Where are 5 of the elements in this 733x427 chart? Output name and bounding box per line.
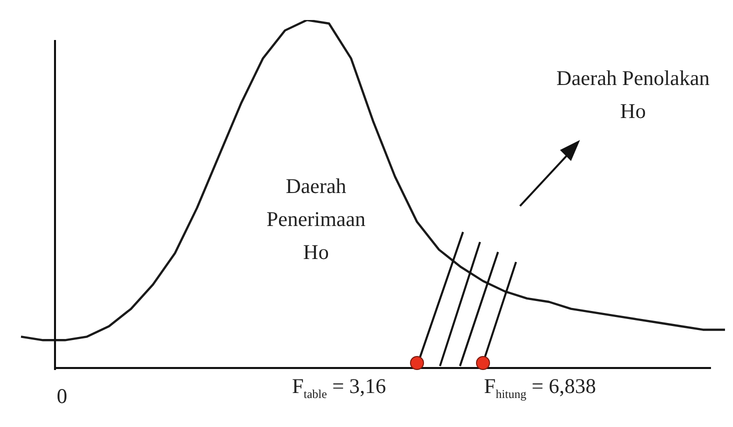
annotation: Daerah Penolakan Ho (555, 65, 711, 125)
text: F$_{table}$ = 3,16 (292, 373, 386, 404)
text: 0 (56, 383, 68, 410)
annotation: Daerah Penerimaan Ho (265, 173, 367, 266)
text: F$_{hitung}$ = 6,838 (484, 373, 596, 404)
